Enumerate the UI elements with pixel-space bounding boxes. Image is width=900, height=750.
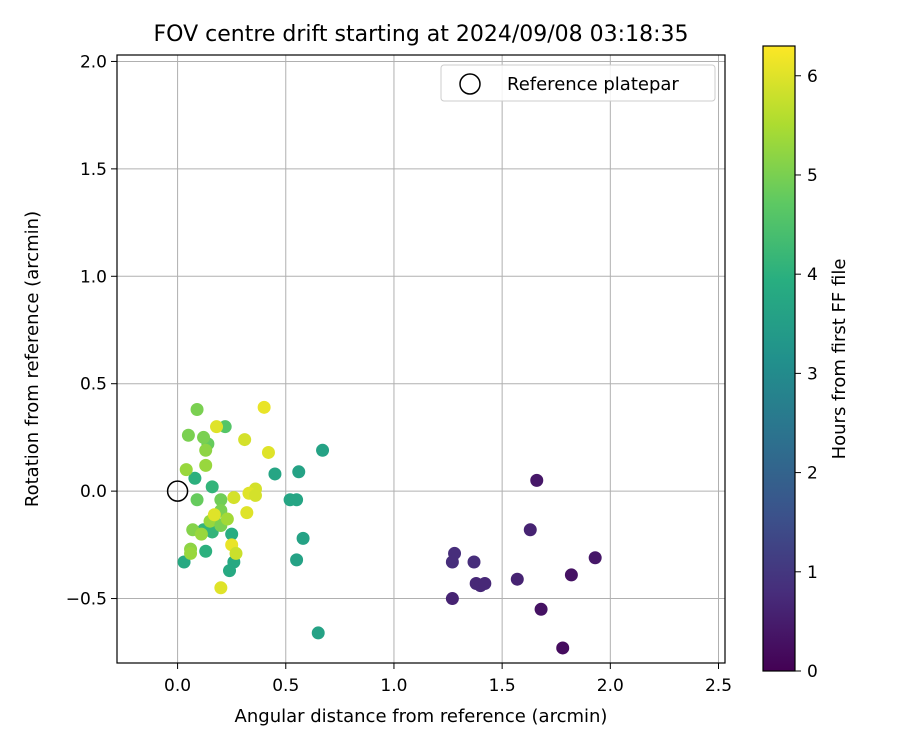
reference-point bbox=[166, 480, 189, 502]
data-point bbox=[238, 433, 252, 447]
x-tick-label: 2.5 bbox=[705, 676, 732, 696]
data-point bbox=[240, 506, 254, 520]
data-point bbox=[248, 488, 262, 502]
data-point bbox=[261, 445, 275, 459]
data-point bbox=[467, 555, 481, 569]
colorbar-ticks: 0 1 2 3 4 5 6 bbox=[795, 67, 818, 682]
data-point bbox=[220, 512, 234, 526]
data-point bbox=[223, 564, 237, 578]
data-point bbox=[207, 508, 221, 522]
data-point bbox=[214, 581, 228, 595]
data-point bbox=[257, 400, 271, 414]
legend-marker-open-circle-icon bbox=[459, 73, 481, 95]
legend-label: Reference platepar bbox=[507, 74, 679, 95]
data-point bbox=[523, 523, 537, 537]
chart-title: FOV centre drift starting at 2024/09/08 … bbox=[154, 22, 689, 47]
colorbar-tick-label: 5 bbox=[807, 166, 818, 186]
colorbar-tick-label: 4 bbox=[807, 265, 818, 285]
data-point bbox=[227, 491, 241, 505]
x-tick-label: 2.0 bbox=[597, 676, 624, 696]
data-point bbox=[199, 443, 213, 457]
data-point bbox=[445, 592, 459, 606]
data-point bbox=[188, 471, 202, 485]
data-point bbox=[510, 572, 524, 586]
colorbar-tick-label: 0 bbox=[807, 662, 818, 682]
colorbar: 0 1 2 3 4 5 6 Hours from first FF file bbox=[762, 45, 850, 682]
x-tick-label: 0.5 bbox=[272, 676, 299, 696]
data-point bbox=[181, 428, 195, 442]
legend: Reference platepar bbox=[440, 64, 716, 102]
y-tick-label: 2.0 bbox=[80, 52, 107, 72]
colorbar-label: Hours from first FF file bbox=[829, 259, 850, 460]
y-tick-label: 0.5 bbox=[80, 375, 107, 395]
data-point bbox=[478, 577, 492, 591]
x-tick-label: 1.0 bbox=[380, 676, 407, 696]
data-point bbox=[445, 555, 459, 569]
colorbar-tick-label: 3 bbox=[807, 364, 818, 384]
data-point bbox=[588, 551, 602, 565]
data-point bbox=[316, 443, 330, 457]
grid bbox=[117, 55, 725, 663]
colorbar-gradient bbox=[762, 45, 796, 672]
data-point bbox=[199, 458, 213, 472]
data-point bbox=[296, 531, 310, 545]
data-point bbox=[268, 467, 282, 481]
plot-frame bbox=[116, 54, 726, 664]
x-axis-ticks: 0.0 0.5 1.0 1.5 2.0 2.5 bbox=[164, 663, 732, 696]
data-point bbox=[199, 544, 213, 558]
data-point bbox=[556, 641, 570, 655]
legend-box bbox=[440, 64, 716, 102]
data-point bbox=[534, 602, 548, 616]
x-tick-label: 1.5 bbox=[489, 676, 516, 696]
data-point bbox=[311, 626, 325, 640]
data-point bbox=[229, 546, 243, 560]
y-tick-label: 1.0 bbox=[80, 267, 107, 287]
colorbar-tick-label: 6 bbox=[807, 67, 818, 87]
x-axis-label: Angular distance from reference (arcmin) bbox=[235, 706, 608, 727]
data-point bbox=[290, 493, 304, 507]
data-point bbox=[194, 527, 208, 541]
data-point bbox=[190, 402, 204, 416]
data-point bbox=[292, 465, 306, 479]
data-point bbox=[197, 430, 211, 444]
y-tick-label: 0.0 bbox=[80, 482, 107, 502]
colorbar-tick-label: 1 bbox=[807, 563, 818, 583]
y-axis-ticks: −0.5 0.0 0.5 1.0 1.5 2.0 bbox=[66, 52, 117, 610]
data-point bbox=[190, 493, 204, 507]
y-tick-label: 1.5 bbox=[80, 160, 107, 180]
data-point bbox=[530, 473, 544, 487]
data-point bbox=[214, 493, 228, 507]
data-point bbox=[210, 420, 224, 434]
data-point bbox=[564, 568, 578, 582]
y-tick-label: −0.5 bbox=[66, 590, 107, 610]
data-point bbox=[205, 480, 219, 494]
data-point bbox=[225, 527, 239, 541]
data-point bbox=[290, 553, 304, 567]
x-tick-label: 0.0 bbox=[164, 676, 191, 696]
data-point bbox=[179, 463, 193, 477]
colorbar-tick-label: 2 bbox=[807, 464, 818, 484]
data-points bbox=[177, 400, 602, 655]
data-point bbox=[184, 546, 198, 560]
y-axis-label: Rotation from reference (arcmin) bbox=[22, 211, 43, 507]
